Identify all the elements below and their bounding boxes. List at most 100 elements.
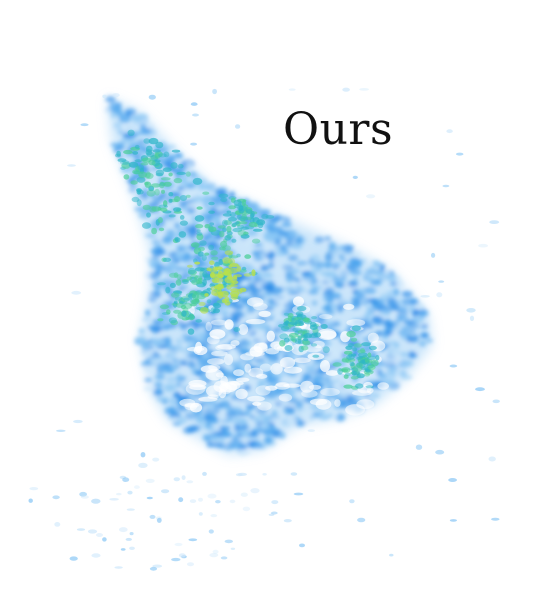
cloud-splat — [150, 212, 160, 219]
cloud-splat — [279, 431, 286, 439]
outlier-point — [268, 513, 275, 516]
cloud-gap — [208, 364, 221, 371]
cloud-peak — [198, 301, 206, 306]
cloud-hotspot — [173, 272, 179, 279]
cloud-hotspot — [176, 171, 186, 175]
cloud-hotspot — [192, 292, 199, 300]
cloud-splat — [257, 306, 267, 312]
cloud-hotspot — [240, 234, 250, 239]
outlier-point — [491, 517, 500, 521]
cloud-hotspot — [231, 238, 237, 243]
outlier-point — [152, 564, 163, 568]
cloud-splat — [416, 303, 425, 311]
outlier-point — [178, 497, 184, 503]
cloud-splat — [154, 231, 165, 239]
cloud-splat — [324, 236, 332, 241]
cloud-splat — [105, 96, 116, 103]
cloud-splat — [155, 263, 162, 272]
cloud-hotspot — [365, 358, 369, 363]
cloud-hotspot — [146, 151, 155, 158]
cloud-hotspot — [297, 330, 306, 334]
cloud-hotspot — [352, 347, 358, 352]
cloud-splat — [248, 290, 259, 297]
outlier-point — [149, 514, 156, 519]
cloud-hotspot — [233, 327, 240, 332]
cloud-splat — [351, 289, 359, 294]
outlier-point — [449, 364, 458, 368]
cloud-splat — [267, 316, 274, 321]
cloud-splat — [324, 261, 333, 269]
cloud-peak — [231, 280, 239, 285]
cloud-splat — [162, 324, 172, 330]
cloud-peak — [200, 307, 209, 314]
outlier-point — [489, 220, 500, 225]
cloud-gap — [320, 387, 340, 397]
outlier-point — [235, 124, 241, 129]
cloud-splat — [139, 347, 149, 355]
outlier-point — [119, 475, 127, 479]
cloud-gap — [266, 330, 275, 342]
outlier-point — [230, 547, 236, 550]
cloud-gap — [233, 369, 245, 377]
cloud-splat — [152, 239, 161, 246]
cloud-splat — [303, 419, 310, 424]
cloud-splat — [263, 292, 275, 297]
cloud-splat — [300, 409, 306, 417]
cloud-gap — [317, 328, 337, 341]
cloud-gap — [252, 401, 262, 406]
cloud-hotspot — [154, 188, 160, 196]
cloud-hotspot — [222, 245, 232, 252]
cloud-splat — [263, 244, 270, 250]
cloud-splat — [245, 239, 257, 247]
cloud-hotspot — [350, 375, 359, 380]
cloud-gap — [215, 344, 233, 351]
cloud-splat — [161, 296, 169, 301]
cloud-hotspot — [238, 216, 249, 222]
cloud-hotspot — [196, 229, 201, 233]
cloud-splat — [113, 121, 122, 129]
cloud-splat — [175, 352, 189, 358]
cloud-hotspot — [244, 254, 252, 259]
cloud-hotspot — [159, 304, 169, 310]
cloud-hotspot — [305, 318, 311, 323]
cloud-hotspot — [173, 309, 182, 314]
outlier-point — [148, 94, 156, 100]
cloud-splat — [268, 261, 274, 269]
cloud-hotspot — [175, 302, 184, 308]
cloud-splat — [349, 262, 361, 271]
cloud-hotspot — [309, 324, 318, 331]
outlier-point — [215, 500, 221, 504]
outlier-point — [212, 549, 219, 554]
cloud-gap — [319, 314, 333, 320]
cloud-hotspot — [322, 346, 330, 354]
cloud-hotspot — [151, 227, 158, 235]
outlier-point — [270, 511, 278, 515]
cloud-splat — [394, 323, 402, 330]
cloud-hotspot — [202, 271, 208, 278]
cloud-splat — [195, 415, 206, 424]
cloud-splat — [218, 364, 224, 369]
outlier-point — [187, 562, 194, 567]
cloud-hotspot — [148, 159, 156, 166]
cloud-gap — [246, 297, 264, 307]
cloud-splat — [199, 422, 210, 429]
cloud-gap — [279, 357, 296, 369]
cloud-splat — [253, 416, 261, 423]
cloud-splat — [327, 270, 337, 277]
cloud-splat — [323, 380, 334, 389]
outlier-point — [436, 292, 443, 298]
cloud-hotspot — [168, 172, 173, 177]
outlier-point — [207, 493, 217, 499]
outlier-point — [190, 102, 198, 106]
cloud-splat — [139, 123, 147, 131]
outlier-point — [174, 542, 183, 547]
cloud-splat — [175, 338, 184, 344]
cloud-splat — [395, 275, 401, 284]
cloud-splat — [383, 376, 396, 382]
cloud-splat — [366, 309, 373, 316]
cloud-gap — [224, 380, 241, 391]
cloud-splat — [157, 223, 167, 230]
cloud-gap — [274, 383, 291, 390]
cloud-peak — [194, 261, 201, 265]
